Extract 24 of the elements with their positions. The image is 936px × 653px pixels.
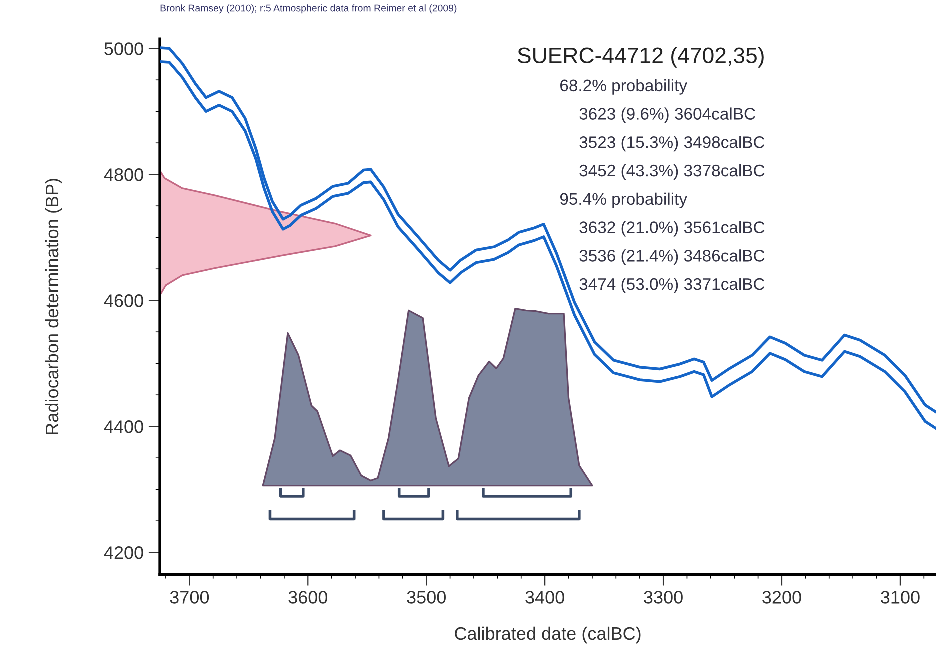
annotation: 3536 (21.4%) 3486calBC (580, 250, 765, 266)
x-axis-title: Calibrated date (calBC) (455, 626, 641, 644)
x-tick-label: 3200 (762, 591, 802, 604)
annotation: 3523 (15.3%) 3498calBC (580, 136, 765, 152)
annotation: 3632 (21.0%) 3561calBC (580, 221, 765, 237)
y-tick-label: 4800 (104, 168, 144, 182)
x-tick-label: 3600 (288, 591, 328, 604)
y-tick-label: 4200 (104, 546, 144, 560)
annotation: 95.4% probability (560, 192, 688, 208)
x-tick-label: 3700 (170, 591, 210, 604)
y-tick-label: 4600 (104, 294, 144, 308)
annotation: 68.2% probability (560, 79, 688, 95)
x-tick-label: 3100 (881, 591, 920, 604)
y-axis-title: Radiocarbon determination (BP) (45, 179, 62, 434)
annotation: 3623 (9.6%) 3604calBC (580, 108, 756, 124)
y-tick-label: 5000 (104, 42, 144, 56)
annotation: 3452 (43.3%) 3378calBC (580, 164, 765, 180)
x-tick-label: 3300 (644, 591, 683, 604)
text: Bronk Ramsey (2010); r:5 Atmospheric data from Reimer et al (2009) (160, 4, 457, 14)
y-tick-label: 4400 (104, 420, 144, 434)
x-tick-label: 3400 (526, 591, 564, 604)
annotation: 3474 (53.0%) 3371calBC (580, 278, 765, 294)
x-tick-label: 3500 (407, 591, 446, 604)
chart-title: SUERC-44712 (4702,35) (518, 47, 764, 68)
